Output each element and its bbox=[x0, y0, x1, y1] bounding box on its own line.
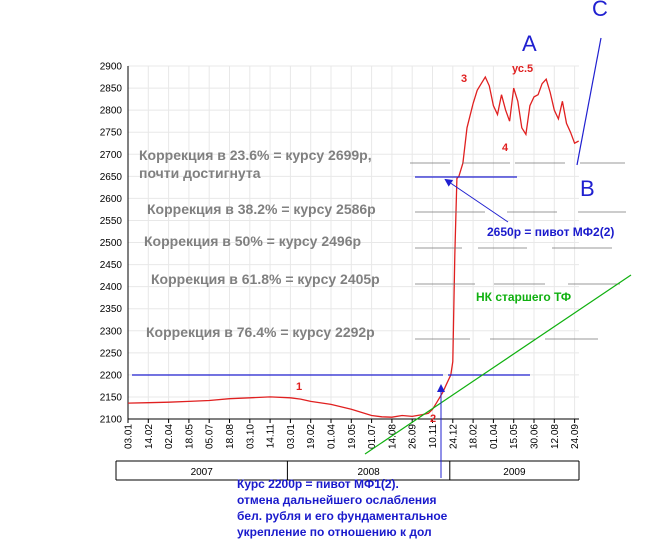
wave-label-C: C bbox=[592, 0, 608, 21]
x-tick-label: 24.12 bbox=[448, 424, 459, 449]
nk-tf-note: НК старшего ТФ bbox=[476, 290, 571, 304]
price-series-line bbox=[127, 75, 580, 418]
wave-label-3: 3 bbox=[461, 73, 467, 85]
y-tick-label: 2650 bbox=[100, 172, 123, 183]
correction-38-2: Коррекция в 38.2% = курсу 2586р bbox=[147, 201, 376, 217]
y-axis-ticks: 2100 2150 2200 2250 2300 2350 2400 2450 2500 2550… bbox=[100, 62, 123, 426]
arrow-to-2650-pivot bbox=[444, 178, 509, 223]
chart-grid bbox=[127, 65, 579, 420]
wave-c-line bbox=[576, 37, 602, 166]
trend-line-green bbox=[364, 274, 632, 455]
pivot-mf1-note-line1: Курс 2200р = пивот МФ1(2). bbox=[237, 477, 399, 491]
wave-label-us5: ус.5 bbox=[512, 63, 533, 75]
y-tick-label: 2300 bbox=[100, 326, 123, 337]
x-tick-label: 14.02 bbox=[144, 424, 155, 449]
x-tick-label: 18.08 bbox=[225, 424, 236, 449]
pivot-mf1-note-line3: бел. рубля и его фундаментальное bbox=[237, 509, 448, 523]
x-tick-label: 30.06 bbox=[530, 424, 541, 449]
x-tick-label: 01.07 bbox=[367, 424, 378, 449]
x-tick-label: 14.11 bbox=[266, 424, 277, 449]
correction-61-8: Коррекция в 61.8% = курсу 2405р bbox=[151, 271, 380, 287]
x-tick-label: 02.04 bbox=[164, 424, 175, 449]
x-tick-label: 01.04 bbox=[489, 424, 500, 449]
y-tick-label: 2200 bbox=[100, 370, 123, 381]
correction-23-6-line2: почти достигнута bbox=[139, 165, 261, 181]
x-tick-label: 26.09 bbox=[408, 424, 419, 449]
x-tick-label: 03.10 bbox=[245, 424, 256, 449]
correction-level-lines bbox=[410, 162, 626, 340]
chart-axes bbox=[115, 66, 580, 481]
x-tick-label: 01.04 bbox=[327, 424, 338, 449]
y-tick-label: 2900 bbox=[100, 62, 123, 73]
y-tick-label: 2150 bbox=[100, 392, 123, 403]
y-tick-label: 2100 bbox=[100, 415, 123, 426]
y-tick-label: 2400 bbox=[100, 282, 123, 293]
year-label: 2008 bbox=[357, 467, 380, 478]
y-tick-label: 2750 bbox=[100, 128, 123, 139]
x-tick-label: 24.09 bbox=[570, 424, 581, 449]
y-tick-label: 2700 bbox=[100, 150, 123, 161]
x-tick-label: 19.02 bbox=[306, 424, 317, 449]
y-tick-label: 2800 bbox=[100, 106, 123, 117]
pivot-mf1-note-line4: укрепление по отношению к дол bbox=[237, 525, 432, 539]
x-tick-label: 03.01 bbox=[124, 424, 135, 449]
x-tick-label: 03.01 bbox=[286, 424, 297, 449]
y-tick-label: 2850 bbox=[100, 84, 123, 95]
wave-label-B: B bbox=[580, 176, 595, 201]
y-tick-label: 2250 bbox=[100, 348, 123, 359]
x-tick-label: 19.05 bbox=[347, 424, 358, 449]
pivot-mf2-note: 2650р = пивот МФ2(2) bbox=[487, 225, 614, 239]
year-labels: 2007 2008 2009 bbox=[191, 467, 526, 478]
correction-50: Коррекция в 50% = курсу 2496р bbox=[144, 233, 361, 249]
y-tick-label: 2600 bbox=[100, 194, 123, 205]
y-tick-label: 2500 bbox=[100, 238, 123, 249]
year-label: 2007 bbox=[191, 467, 214, 478]
y-tick-label: 2450 bbox=[100, 260, 123, 271]
y-tick-label: 2550 bbox=[100, 216, 123, 227]
x-tick-label: 18.02 bbox=[469, 424, 480, 449]
y-tick-label: 2350 bbox=[100, 304, 123, 315]
wave-label-A: A bbox=[522, 31, 537, 56]
wave-label-4: 4 bbox=[502, 142, 509, 154]
x-tick-label: 15.05 bbox=[509, 424, 520, 449]
wave-label-1: 1 bbox=[296, 381, 302, 393]
wave-label-2: 2 bbox=[430, 413, 436, 425]
x-tick-label: 18.05 bbox=[184, 424, 195, 449]
x-axis-ticks: 03.01 14.02 02.04 18.05 05.07 18.08 03.10 14.11… bbox=[124, 424, 582, 449]
correction-23-6-line1: Коррекция в 23.6% = курсу 2699р, bbox=[139, 147, 372, 163]
x-tick-label: 05.07 bbox=[205, 424, 216, 449]
x-tick-label: 14.08 bbox=[387, 424, 398, 449]
x-tick-label: 10.11 bbox=[428, 424, 439, 449]
pivot-mf1-note-line2: отмена дальнейшего ослабления bbox=[237, 493, 437, 507]
year-label: 2009 bbox=[503, 467, 526, 478]
x-tick-label: 12.08 bbox=[550, 424, 561, 449]
correction-76-4: Коррекция в 76.4% = курсу 2292р bbox=[146, 324, 375, 340]
